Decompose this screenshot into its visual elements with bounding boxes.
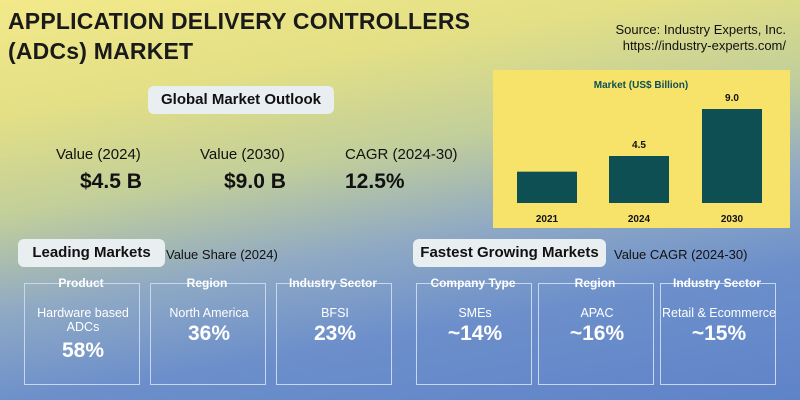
card-value: ~14% [447, 322, 503, 345]
data-label: 9.0 [725, 93, 739, 104]
outlook-label: Value (2030) [200, 146, 285, 163]
card [538, 283, 654, 385]
card-heading: Industry Sector [288, 276, 378, 290]
card [150, 283, 266, 385]
card [24, 283, 140, 385]
card-label: Hardware based ADCs [37, 306, 129, 334]
section-title: Leading Markets [18, 239, 165, 267]
bar [609, 156, 669, 203]
chart-title: Market (US$ Billion) [594, 80, 688, 91]
card-value: 36% [187, 322, 231, 345]
card-label: SMEs [458, 306, 492, 320]
card [416, 283, 532, 385]
chart: Market (US$ Billion) 2021 2024 4.5 2030 9.0 [493, 70, 790, 228]
source: Source: Industry Experts, Inc. [615, 22, 786, 37]
card-value: ~15% [691, 322, 747, 345]
x-tick-label: 2021 [536, 214, 559, 225]
x-tick-label: 2030 [721, 214, 744, 225]
card-value: 58% [61, 339, 105, 362]
title: (ADCs) MARKET [8, 38, 194, 64]
source-url: https://industry-experts.com/ [622, 38, 786, 53]
card-heading: Product [58, 276, 104, 290]
outlook-value: $4.5 B [80, 170, 142, 193]
section-title: Global Market Outlook [148, 86, 334, 114]
section-subtitle: Value CAGR (2024-30) [614, 247, 748, 262]
outlook-value: $9.0 B [224, 170, 286, 193]
card [276, 283, 392, 385]
card-heading: Company Type [430, 276, 516, 290]
card-label: BFSI [321, 306, 349, 320]
section-subtitle: Value Share (2024) [166, 247, 278, 262]
card-heading: Region [186, 276, 228, 290]
card-value: 23% [313, 322, 357, 345]
card [660, 283, 776, 385]
outlook-label: CAGR (2024-30) [345, 146, 458, 163]
card-heading: Industry Sector [672, 276, 762, 290]
card-label: Retail & Ecommerce [662, 306, 776, 320]
card-label: APAC [580, 306, 614, 320]
outlook-value: 12.5% [345, 170, 405, 193]
card-label: North America [169, 306, 249, 320]
title: APPLICATION DELIVERY CONTROLLERS [8, 8, 471, 34]
card-value: ~16% [569, 322, 625, 345]
data-label: 4.5 [632, 140, 646, 151]
card-heading: Region [574, 276, 616, 290]
outlook-label: Value (2024) [56, 146, 141, 163]
bar [517, 171, 577, 203]
x-tick-label: 2024 [628, 214, 651, 225]
bar [702, 109, 762, 203]
section-title: Fastest Growing Markets [413, 239, 606, 267]
